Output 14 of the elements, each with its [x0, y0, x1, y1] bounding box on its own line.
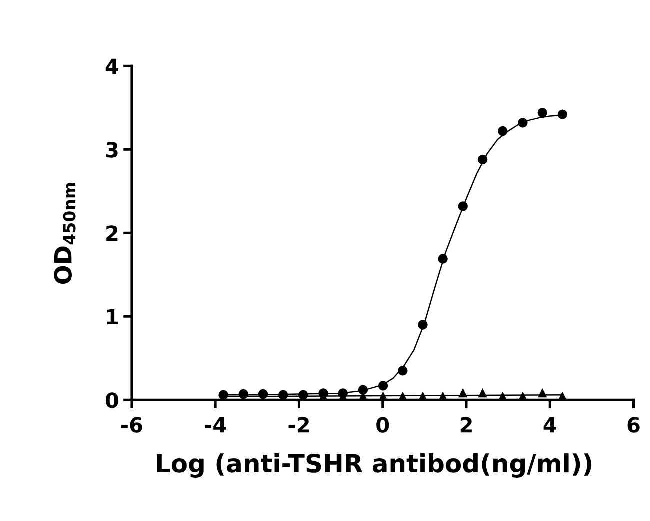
x-tick-label: -2 [288, 417, 309, 433]
y-axis-title: OD$_{450nm}$ [54, 183, 76, 284]
y-tick-label: 3 [106, 142, 118, 158]
x-tick-label: 0 [376, 417, 390, 433]
x-tick-label: -4 [205, 417, 226, 433]
x-tick-label: -6 [122, 417, 142, 433]
x-tick-label: 2 [460, 417, 472, 433]
x-tick-label: 4 [544, 417, 556, 433]
y-tick-label: 2 [106, 226, 118, 242]
y-tick-label: 0 [106, 392, 118, 408]
x-axis-title: Log (anti-TSHR antibod(ng/ml)) [157, 454, 592, 478]
y-tick-label: 1 [107, 309, 118, 325]
x-tick-label: 6 [628, 417, 640, 433]
y-tick-label: 4 [106, 58, 118, 74]
